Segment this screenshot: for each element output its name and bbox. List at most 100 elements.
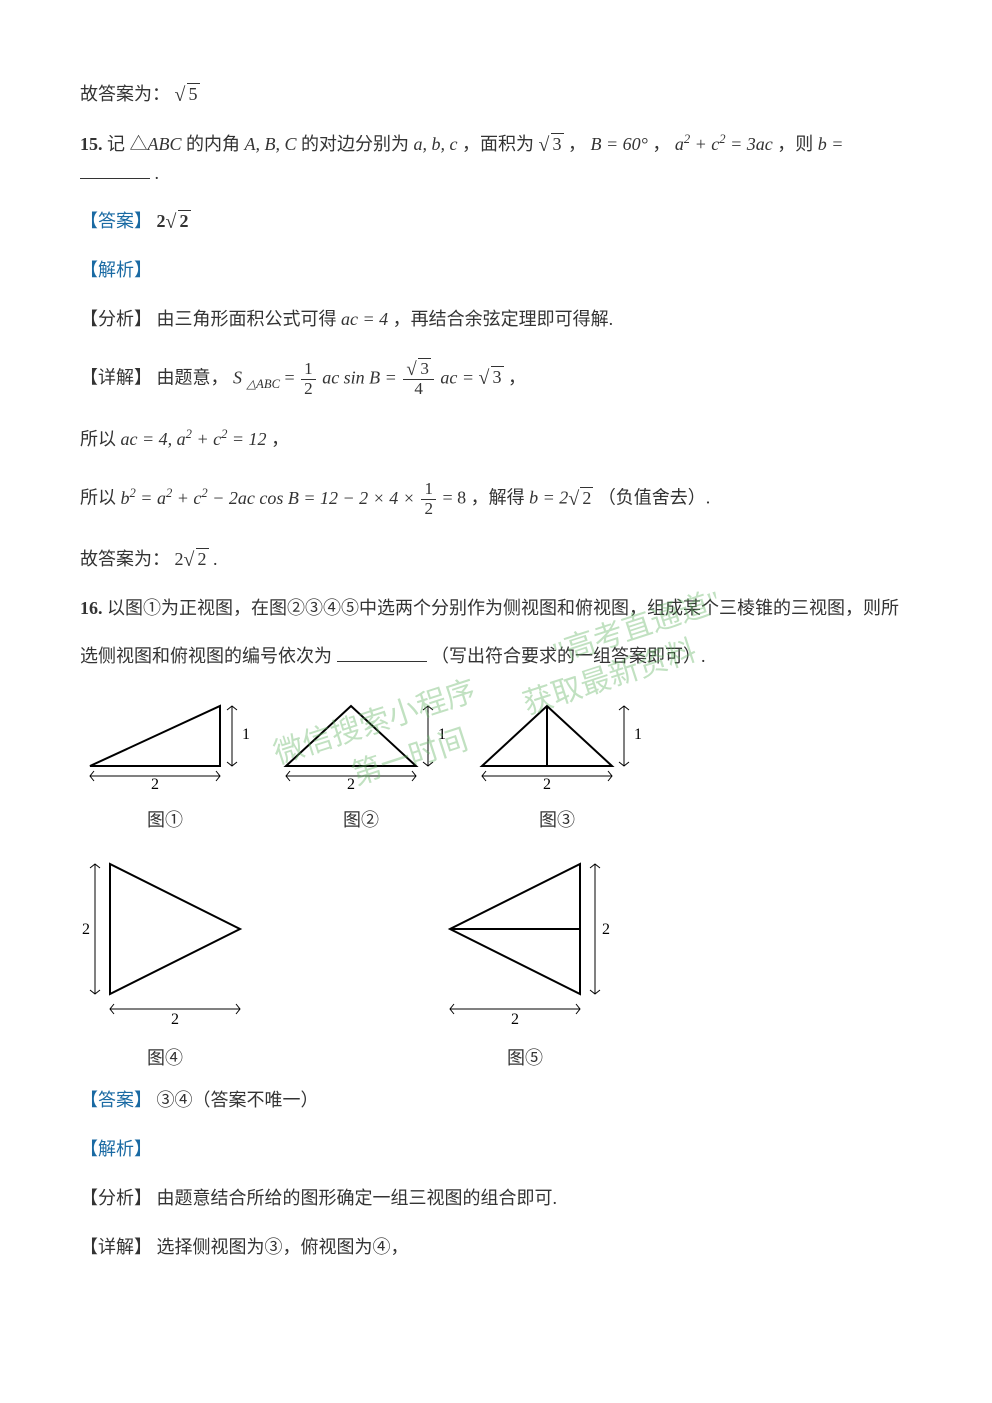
- fig2-block: 2 1 图②: [276, 691, 446, 835]
- q16-stem-l2: 选侧视图和俯视图的编号依次为 （写出符合要求的一组答案即可）.: [80, 642, 912, 671]
- q16-fenxi-text: 由题意结合所给的图形确定一组三视图的组合即可.: [157, 1188, 558, 1208]
- q15-bvar: b =: [818, 134, 844, 154]
- fig4-label: 图④: [80, 1044, 250, 1073]
- fig2-dim1: 1: [438, 726, 446, 743]
- q15-sides: a, b, c: [414, 134, 458, 154]
- intro-sqrt-val: 5: [187, 83, 200, 104]
- result2-sqrt: 2: [568, 484, 593, 513]
- fenxi-eq: ac = 4: [341, 309, 388, 329]
- result2-text: 所以: [80, 488, 116, 508]
- result1-text: 所以: [80, 429, 116, 449]
- rad3-den: 4: [403, 380, 434, 399]
- rad3-num: 3: [403, 360, 434, 380]
- conclusion-rad: 2: [196, 548, 209, 569]
- q16-analysis-label: 【解析】: [80, 1135, 912, 1164]
- r2-den: 2: [421, 500, 436, 519]
- result1-eq: ac = 4, a2 + c2 = 12: [121, 429, 267, 449]
- q15-triangle-abc: ABC: [148, 134, 182, 154]
- result2-eq: b2 = a2 + c2 − 2ac cos B = 12 − 2 × 4 ×: [121, 488, 420, 508]
- figures-row-2: 2 2 图④ 2 2 图⑤: [80, 849, 912, 1073]
- q16-area: "高考直通道" 获取最新资料 微信搜索小程序 第一时间 16. 以图①为正视图，…: [80, 594, 912, 1073]
- result2-rad: 2: [580, 487, 593, 508]
- half-frac: 12: [301, 360, 316, 399]
- q15-answer-coef: 2: [157, 211, 166, 231]
- fig4-svg: 2 2: [80, 849, 250, 1029]
- q15-analysis-label: 【解析】: [80, 256, 912, 285]
- result2-frac: 12: [421, 480, 436, 519]
- q16-fenxi-label: 【分析】: [80, 1188, 152, 1208]
- q15-period: .: [155, 163, 160, 183]
- ac-eq: ac =: [440, 367, 474, 387]
- q15-mid3: ，面积为: [462, 134, 534, 154]
- q16-number: 16.: [80, 598, 103, 618]
- fig1-block: 2 1 图①: [80, 691, 250, 835]
- fig3-label: 图③: [472, 806, 642, 835]
- half-num: 1: [301, 360, 316, 380]
- q15-area-val: 3: [551, 133, 564, 154]
- fig3-block: 2 1 图③: [472, 691, 642, 835]
- result2-eq2: = 8: [443, 488, 467, 508]
- q16-analysis-text: 【解析】: [80, 1139, 152, 1159]
- fig1-dim1: 1: [242, 726, 250, 743]
- xiangjie-label: 【详解】: [80, 367, 152, 387]
- fig2-label: 图②: [276, 806, 446, 835]
- q16-xiangjie-text: 选择侧视图为③，俯视图为④，: [157, 1237, 409, 1257]
- q15-pre: 记: [107, 134, 125, 154]
- fig5-dimh: 2: [602, 921, 610, 938]
- q15-result1: 所以 ac = 4, a2 + c2 = 12 ，: [80, 424, 912, 454]
- fig5-block: 2 2 图⑤: [440, 849, 610, 1073]
- half-den: 2: [301, 380, 316, 399]
- q15-answer: 【答案】 22: [80, 207, 912, 236]
- q15-beq: B = 60°: [591, 134, 648, 154]
- q16-stem-l1: 16. 以图①为正视图，在图②③④⑤中选两个分别作为侧视图和俯视图，组成某个三棱…: [80, 594, 912, 623]
- fig3-dim2: 2: [543, 776, 551, 791]
- q16-fenxi: 【分析】 由题意结合所给的图形确定一组三视图的组合即可.: [80, 1184, 912, 1213]
- intro-prefix: 故答案为：: [80, 84, 170, 104]
- fig1-svg: 2 1: [80, 691, 250, 791]
- figures-row-1: 2 1 图① 2 1 图②: [80, 691, 912, 835]
- q15-c1: ，: [568, 134, 586, 154]
- comma-end: ，: [508, 367, 526, 387]
- q15-c2: ，: [652, 134, 670, 154]
- final-rad: 3: [491, 366, 504, 387]
- intro-sqrt: 5: [175, 80, 200, 109]
- fig1-label: 图①: [80, 806, 250, 835]
- s-sub: △ABC: [247, 377, 280, 391]
- result2-note: （负值舍去）.: [598, 488, 711, 508]
- fig1-dim2: 2: [151, 776, 159, 791]
- answer-label: 【答案】: [80, 211, 152, 231]
- fig2-dim2: 2: [347, 776, 355, 791]
- q15-blank: [80, 178, 150, 179]
- q15-result2: 所以 b2 = a2 + c2 − 2ac cos B = 12 − 2 × 4…: [80, 480, 912, 519]
- q15-mid2: 的对边分别为: [301, 134, 409, 154]
- conclusion-text: 故答案为：: [80, 549, 170, 569]
- fig4-dimh: 2: [82, 921, 90, 938]
- q15-angles: A, B, C: [245, 134, 297, 154]
- q16-blank: [337, 661, 427, 662]
- q15-xiangjie: 【详解】 由题意， S △ABC = 12 ac sin B = 34 ac =…: [80, 360, 912, 399]
- q16-text2: 选侧视图和俯视图的编号依次为: [80, 646, 332, 666]
- result2-b: b = 2: [529, 488, 568, 508]
- q15-number: 15.: [80, 134, 103, 154]
- q16-text3: （写出符合要求的一组答案即可）.: [431, 646, 706, 666]
- q16-answer-label: 【答案】: [80, 1090, 152, 1110]
- q15-triangle: △: [130, 134, 148, 154]
- xiangjie-text: 由题意，: [157, 367, 229, 387]
- final-sqrt: 3: [479, 363, 504, 392]
- q15-eq2: a2 + c2 = 3ac: [675, 134, 773, 154]
- q15-answer-rad: 2: [178, 210, 191, 231]
- conclusion-period: .: [213, 549, 218, 569]
- result2-text2: ，解得: [471, 488, 525, 508]
- fig4-block: 2 2 图④: [80, 849, 250, 1073]
- acsinb: ac sin B =: [322, 367, 397, 387]
- q16-answer-value: ③④（答案不唯一）: [157, 1090, 319, 1110]
- rad3-frac: 34: [403, 360, 434, 399]
- q15-then: ，则: [777, 134, 813, 154]
- q15-area-sqrt: 3: [539, 130, 564, 159]
- fig5-label: 图⑤: [440, 1044, 610, 1073]
- r2-num: 1: [421, 480, 436, 500]
- q16-text1: 以图①为正视图，在图②③④⑤中选两个分别作为侧视图和俯视图，组成某个三棱锥的三视…: [107, 598, 899, 618]
- analysis-label: 【解析】: [80, 260, 152, 280]
- fig3-dim1: 1: [634, 726, 642, 743]
- fenxi-text: 由三角形面积公式可得: [157, 309, 337, 329]
